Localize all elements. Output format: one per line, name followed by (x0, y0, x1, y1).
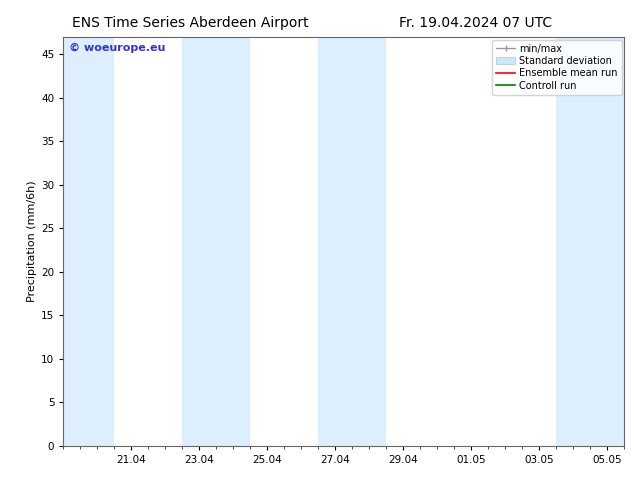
Bar (63, 37, 114, 446)
Y-axis label: Precipitation (mm/6h): Precipitation (mm/6h) (27, 180, 37, 302)
Bar (318, 37, 387, 446)
Text: Fr. 19.04.2024 07 UTC: Fr. 19.04.2024 07 UTC (399, 16, 552, 30)
Bar (557, 37, 624, 446)
Text: ENS Time Series Aberdeen Airport: ENS Time Series Aberdeen Airport (72, 16, 309, 30)
Legend: min/max, Standard deviation, Ensemble mean run, Controll run: min/max, Standard deviation, Ensemble me… (492, 40, 621, 95)
Text: © woeurope.eu: © woeurope.eu (69, 43, 165, 53)
Bar (183, 37, 250, 446)
